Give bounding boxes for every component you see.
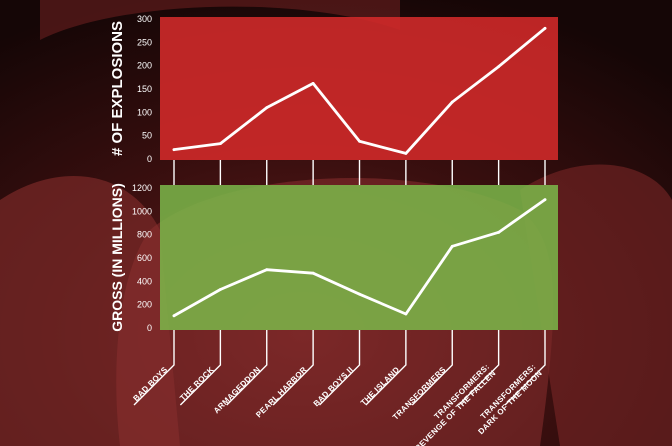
panel-0: 0 50 100 150 200 250 300 # OF EXPLOSIONS: [109, 14, 558, 185]
y-tick-label: 400: [137, 276, 152, 286]
data-point: [450, 100, 454, 104]
y-tick-label: 300: [137, 14, 152, 24]
y-tick-label: 600: [137, 253, 152, 263]
data-point: [172, 148, 176, 152]
data-point: [218, 142, 222, 146]
panel-background: [160, 185, 558, 330]
data-point: [311, 271, 315, 275]
y-axis-label: GROSS (IN MILLIONS): [109, 183, 125, 332]
data-point: [497, 230, 501, 234]
category-leader-line: [133, 330, 175, 406]
data-point: [218, 288, 222, 291]
y-tick-label: 0: [147, 154, 152, 164]
y-tick-label: 0: [147, 323, 152, 333]
data-point: [265, 268, 269, 272]
data-point: [450, 244, 454, 248]
category-leader-line: [226, 330, 268, 406]
data-point: [404, 312, 408, 316]
category-leader-line: [504, 330, 546, 406]
y-tick-label: 100: [137, 107, 152, 117]
data-point: [265, 106, 269, 110]
chart-panels: 0 50 100 150 200 250 300 # OF EXPLOSIONS 0 200 400…: [109, 14, 558, 333]
data-point: [358, 139, 361, 143]
data-point: [543, 198, 547, 202]
category-leader-line: [319, 330, 361, 406]
y-tick-label: 1200: [132, 183, 152, 193]
data-point: [543, 26, 547, 30]
category-leader-line: [365, 330, 407, 406]
data-point: [497, 65, 501, 68]
panel-background: [160, 17, 558, 160]
y-axis-label: # OF EXPLOSIONS: [109, 21, 126, 156]
y-tick-label: 150: [137, 84, 152, 94]
data-point: [311, 82, 315, 85]
panel-1: 0 200 400 600 800 1000 1200 GROSS (IN MILLIONS): [109, 183, 558, 333]
category-leader-line: [272, 330, 314, 406]
data-point: [358, 292, 361, 296]
y-tick-label: 200: [137, 300, 152, 310]
y-tick-label: 250: [137, 37, 152, 47]
category-leader-line: [458, 330, 500, 406]
y-tick-label: 1000: [132, 206, 152, 216]
seat-shape-top: [40, 0, 400, 40]
category-leader-line: [411, 330, 453, 406]
category-leader-line: [179, 330, 222, 406]
data-point: [172, 314, 176, 318]
y-tick-label: 200: [137, 61, 152, 71]
y-tick-label: 50: [142, 131, 152, 141]
data-point: [404, 152, 408, 155]
y-tick-label: 800: [137, 230, 152, 240]
